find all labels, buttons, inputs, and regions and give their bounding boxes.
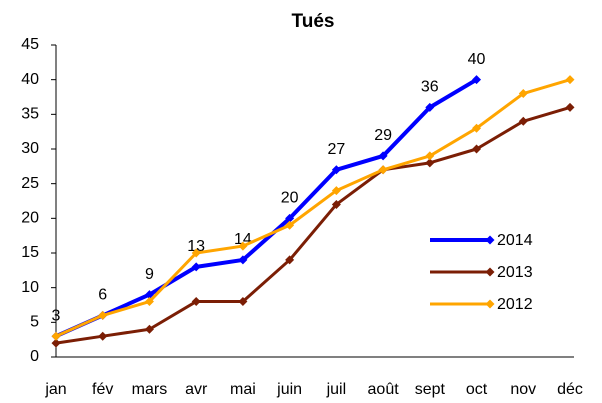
series-line: [55, 78, 571, 338]
marker: [285, 213, 295, 223]
x-tick-label: juil: [326, 381, 347, 398]
legend-label: 2014: [497, 232, 533, 249]
marker: [425, 158, 435, 168]
marker: [285, 220, 295, 230]
marker: [98, 310, 108, 320]
y-tick-label: 20: [21, 210, 39, 227]
marker: [565, 75, 575, 85]
y-tick-label: 10: [21, 279, 39, 296]
y-tick-label: 40: [21, 71, 39, 88]
marker: [518, 116, 528, 126]
legend-marker: [485, 299, 495, 309]
x-tick-label: fév: [92, 381, 113, 398]
legend-label: 2013: [497, 264, 533, 281]
marker: [518, 89, 528, 99]
marker: [144, 297, 154, 307]
legend-marker: [485, 267, 495, 277]
marker: [144, 324, 154, 334]
marker: [51, 338, 61, 348]
marker: [331, 186, 341, 196]
marker: [472, 123, 482, 133]
marker: [378, 165, 388, 175]
marker: [472, 75, 482, 85]
y-tick-label: 25: [21, 175, 39, 192]
marker: [191, 262, 201, 272]
x-tick-label: mars: [132, 381, 168, 398]
y-tick-label: 5: [30, 314, 39, 331]
marker: [238, 297, 248, 307]
marker: [51, 331, 61, 341]
legend-label: 2012: [497, 296, 533, 313]
data-label: 29: [374, 127, 392, 144]
marker: [191, 297, 201, 307]
marker: [285, 255, 295, 265]
marker: [378, 151, 388, 161]
marker: [238, 241, 248, 251]
legend-marker: [485, 235, 495, 245]
x-tick-label: jan: [44, 381, 66, 398]
x-tick-label: déc: [557, 381, 583, 398]
x-tick-label: sept: [415, 381, 446, 398]
marker: [425, 102, 435, 112]
data-label: 20: [281, 190, 299, 207]
marker: [144, 290, 154, 300]
y-tick-label: 45: [21, 36, 39, 53]
data-label: 27: [327, 141, 345, 158]
x-tick-label: août: [368, 381, 400, 398]
marker: [238, 255, 248, 265]
series-line: [55, 105, 571, 345]
chart-title: Tués: [292, 11, 335, 32]
y-tick-label: 30: [21, 140, 39, 157]
marker: [331, 165, 341, 175]
data-label: 36: [421, 79, 439, 96]
x-tick-label: nov: [510, 381, 536, 398]
x-tick-label: oct: [466, 381, 488, 398]
marker: [331, 199, 341, 209]
y-tick-label: 0: [30, 348, 39, 365]
x-tick-label: juin: [276, 381, 302, 398]
data-label: 40: [468, 51, 486, 68]
data-label: 9: [145, 266, 154, 283]
series-line: [55, 77, 478, 339]
y-tick-label: 15: [21, 244, 39, 261]
data-label: 3: [52, 307, 61, 324]
data-label: 6: [98, 287, 107, 304]
marker: [191, 248, 201, 258]
marker: [565, 102, 575, 112]
marker: [472, 144, 482, 154]
x-tick-label: mai: [230, 381, 256, 398]
marker: [425, 151, 435, 161]
x-tick-label: avr: [185, 381, 208, 398]
marker: [98, 331, 108, 341]
y-tick-label: 35: [21, 106, 39, 123]
